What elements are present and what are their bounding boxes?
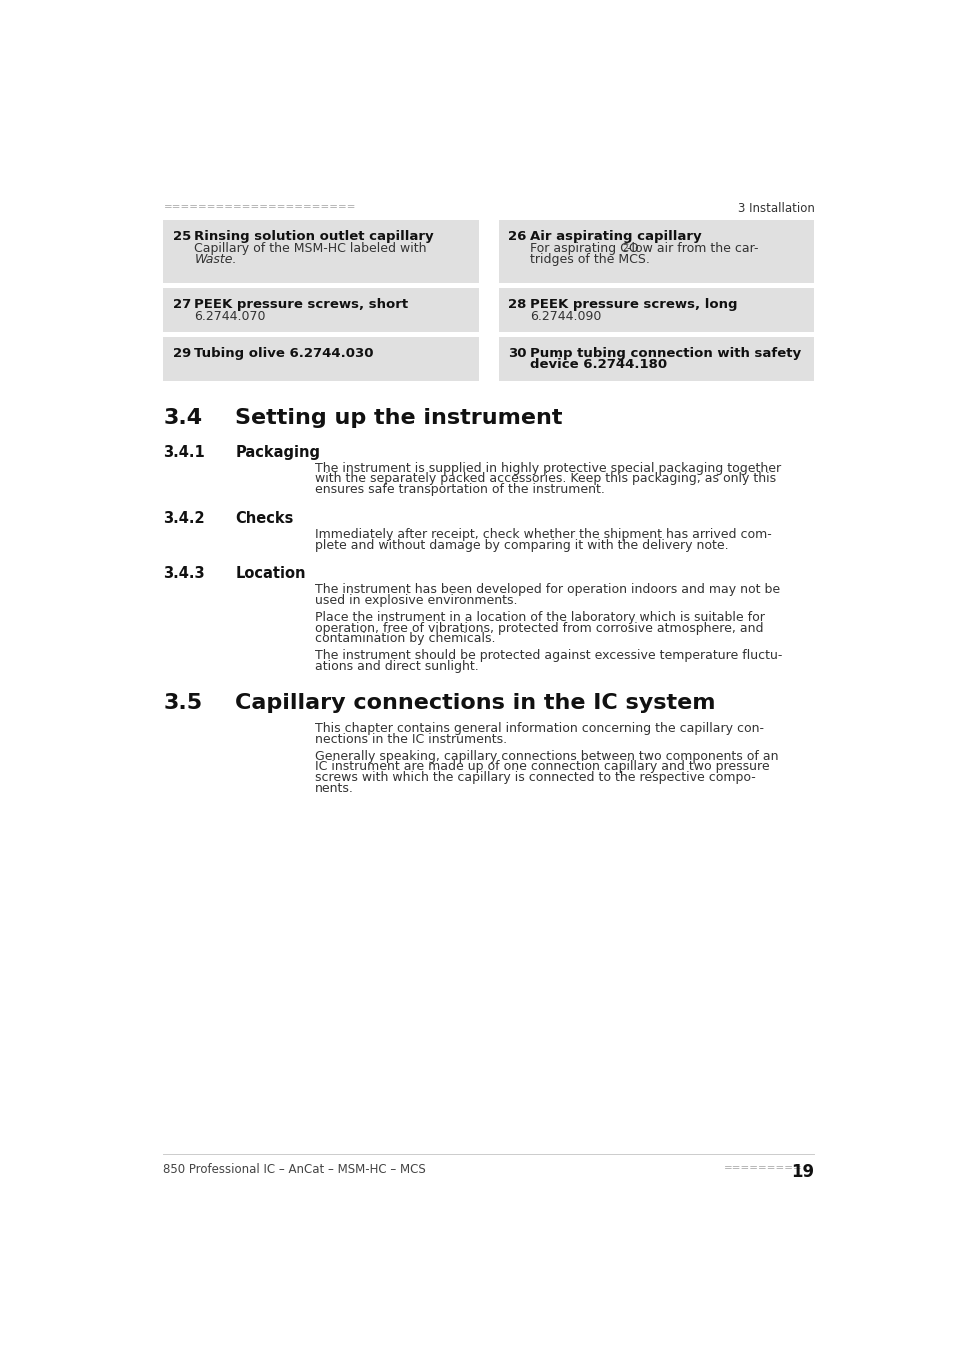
Text: Location: Location [235,566,306,582]
Text: Place the instrument in a location of the laboratory which is suitable for: Place the instrument in a location of th… [315,612,764,624]
Text: 25: 25 [172,230,191,243]
Text: tridges of the MCS.: tridges of the MCS. [530,252,649,266]
Text: 3.4.2: 3.4.2 [163,510,205,525]
Text: ======================: ====================== [163,202,355,212]
Text: Generally speaking, capillary connections between two components of an: Generally speaking, capillary connection… [315,749,778,763]
Text: IC instrument are made up of one connection capillary and two pressure: IC instrument are made up of one connect… [315,760,769,774]
Text: -low air from the car-: -low air from the car- [626,242,758,255]
Text: device 6.2744.180: device 6.2744.180 [530,358,666,371]
Text: The instrument should be protected against excessive temperature fluctu-: The instrument should be protected again… [315,649,781,663]
Text: screws with which the capillary is connected to the respective compo-: screws with which the capillary is conne… [315,771,756,784]
FancyBboxPatch shape [163,220,478,284]
FancyBboxPatch shape [498,288,814,332]
Text: 3.5: 3.5 [163,693,202,713]
Text: 28: 28 [508,297,526,310]
Text: This chapter contains general information concerning the capillary con-: This chapter contains general informatio… [315,722,763,734]
Text: Setting up the instrument: Setting up the instrument [235,408,562,428]
Text: 850 Professional IC – AnCat – MSM-HC – MCS: 850 Professional IC – AnCat – MSM-HC – M… [163,1162,426,1176]
Text: operation, free of vibrations, protected from corrosive atmosphere, and: operation, free of vibrations, protected… [315,622,763,634]
Text: The instrument is supplied in highly protective special packaging together: The instrument is supplied in highly pro… [315,462,781,475]
Text: 6.2744.070: 6.2744.070 [194,310,266,323]
Text: Capillary connections in the IC system: Capillary connections in the IC system [235,693,716,713]
Text: contamination by chemicals.: contamination by chemicals. [315,632,496,645]
Text: PEEK pressure screws, short: PEEK pressure screws, short [194,297,408,310]
Text: Tubing olive 6.2744.030: Tubing olive 6.2744.030 [194,347,374,360]
Text: Capillary of the MSM-HC labeled with: Capillary of the MSM-HC labeled with [194,242,427,255]
Text: 30: 30 [508,347,526,360]
FancyBboxPatch shape [163,336,478,382]
Text: 26: 26 [508,230,526,243]
Text: 29: 29 [172,347,191,360]
Text: PEEK pressure screws, long: PEEK pressure screws, long [530,297,737,310]
FancyBboxPatch shape [498,336,814,382]
Text: Pump tubing connection with safety: Pump tubing connection with safety [530,347,801,360]
Text: The instrument has been developed for operation indoors and may not be: The instrument has been developed for op… [315,583,780,597]
Text: ations and direct sunlight.: ations and direct sunlight. [315,660,478,674]
Text: with the separately packed accessories. Keep this packaging, as only this: with the separately packed accessories. … [315,472,776,485]
Text: Rinsing solution outlet capillary: Rinsing solution outlet capillary [194,230,434,243]
Text: Immediately after receipt, check whether the shipment has arrived com-: Immediately after receipt, check whether… [315,528,771,541]
Text: 2: 2 [621,244,627,254]
Text: For aspirating CO: For aspirating CO [530,242,639,255]
Text: 3.4.3: 3.4.3 [163,566,205,582]
Text: 19: 19 [790,1162,814,1181]
Text: nents.: nents. [315,782,354,795]
Text: =========: ========= [723,1162,801,1173]
Text: 3.4.1: 3.4.1 [163,444,205,459]
Text: ensures safe transportation of the instrument.: ensures safe transportation of the instr… [315,483,604,495]
Text: used in explosive environments.: used in explosive environments. [315,594,517,608]
Text: Air aspirating capillary: Air aspirating capillary [530,230,700,243]
Text: 3.4: 3.4 [163,408,202,428]
Text: 6.2744.090: 6.2744.090 [530,310,600,323]
Text: Checks: Checks [235,510,294,525]
Text: Waste.: Waste. [194,252,236,266]
Text: 27: 27 [172,297,191,310]
Text: nections in the IC instruments.: nections in the IC instruments. [315,733,507,745]
Text: Packaging: Packaging [235,444,320,459]
FancyBboxPatch shape [498,220,814,284]
Text: 3 Installation: 3 Installation [737,202,814,215]
Text: plete and without damage by comparing it with the delivery note.: plete and without damage by comparing it… [315,539,728,552]
FancyBboxPatch shape [163,288,478,332]
